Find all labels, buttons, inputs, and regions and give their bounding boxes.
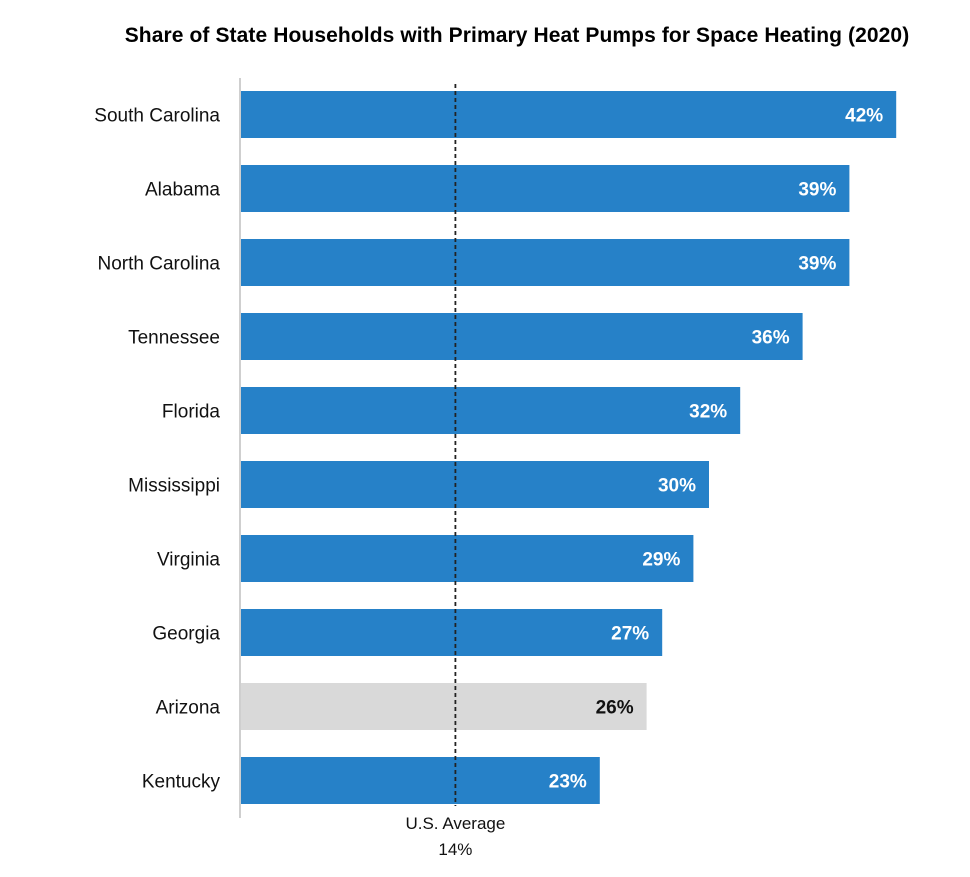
labels-layer: South Carolina 42% Alabama 39% North Carolin… <box>94 106 883 793</box>
value-label-florida: 32% <box>689 402 727 423</box>
value-label-north-carolina: 39% <box>798 254 836 275</box>
category-label-mississippi: Mississippi <box>128 476 220 497</box>
category-label-kentucky: Kentucky <box>142 772 221 793</box>
chart-title: Share of State Households with Primary H… <box>124 24 910 47</box>
bar-alabama <box>241 165 850 212</box>
bar-virginia <box>241 535 694 582</box>
value-label-virginia: 29% <box>642 550 680 571</box>
value-label-south-carolina: 42% <box>845 106 883 127</box>
bar-mississippi <box>241 461 709 508</box>
value-label-tennessee: 36% <box>752 328 790 349</box>
category-label-south-carolina: South Carolina <box>94 106 220 127</box>
category-label-georgia: Georgia <box>152 624 220 645</box>
bar-north-carolina <box>241 239 850 286</box>
category-label-alabama: Alabama <box>145 180 220 201</box>
bar-kentucky <box>241 757 600 804</box>
us-average-label: U.S. Average <box>405 814 505 833</box>
value-label-kentucky: 23% <box>549 772 587 793</box>
category-label-florida: Florida <box>162 402 221 423</box>
bars-layer <box>241 91 897 804</box>
bar-arizona <box>241 683 647 730</box>
us-average-value-label: 14% <box>438 840 472 859</box>
value-label-alabama: 39% <box>798 180 836 201</box>
bar-south-carolina <box>241 91 897 138</box>
bar-tennessee <box>241 313 803 360</box>
value-label-mississippi: 30% <box>658 476 696 497</box>
category-label-arizona: Arizona <box>156 698 221 719</box>
value-label-arizona: 26% <box>596 698 634 719</box>
bar-florida <box>241 387 741 434</box>
value-label-georgia: 27% <box>611 624 649 645</box>
bar-georgia <box>241 609 663 656</box>
category-label-north-carolina: North Carolina <box>98 254 221 275</box>
category-label-tennessee: Tennessee <box>128 328 220 349</box>
category-label-virginia: Virginia <box>157 550 220 571</box>
